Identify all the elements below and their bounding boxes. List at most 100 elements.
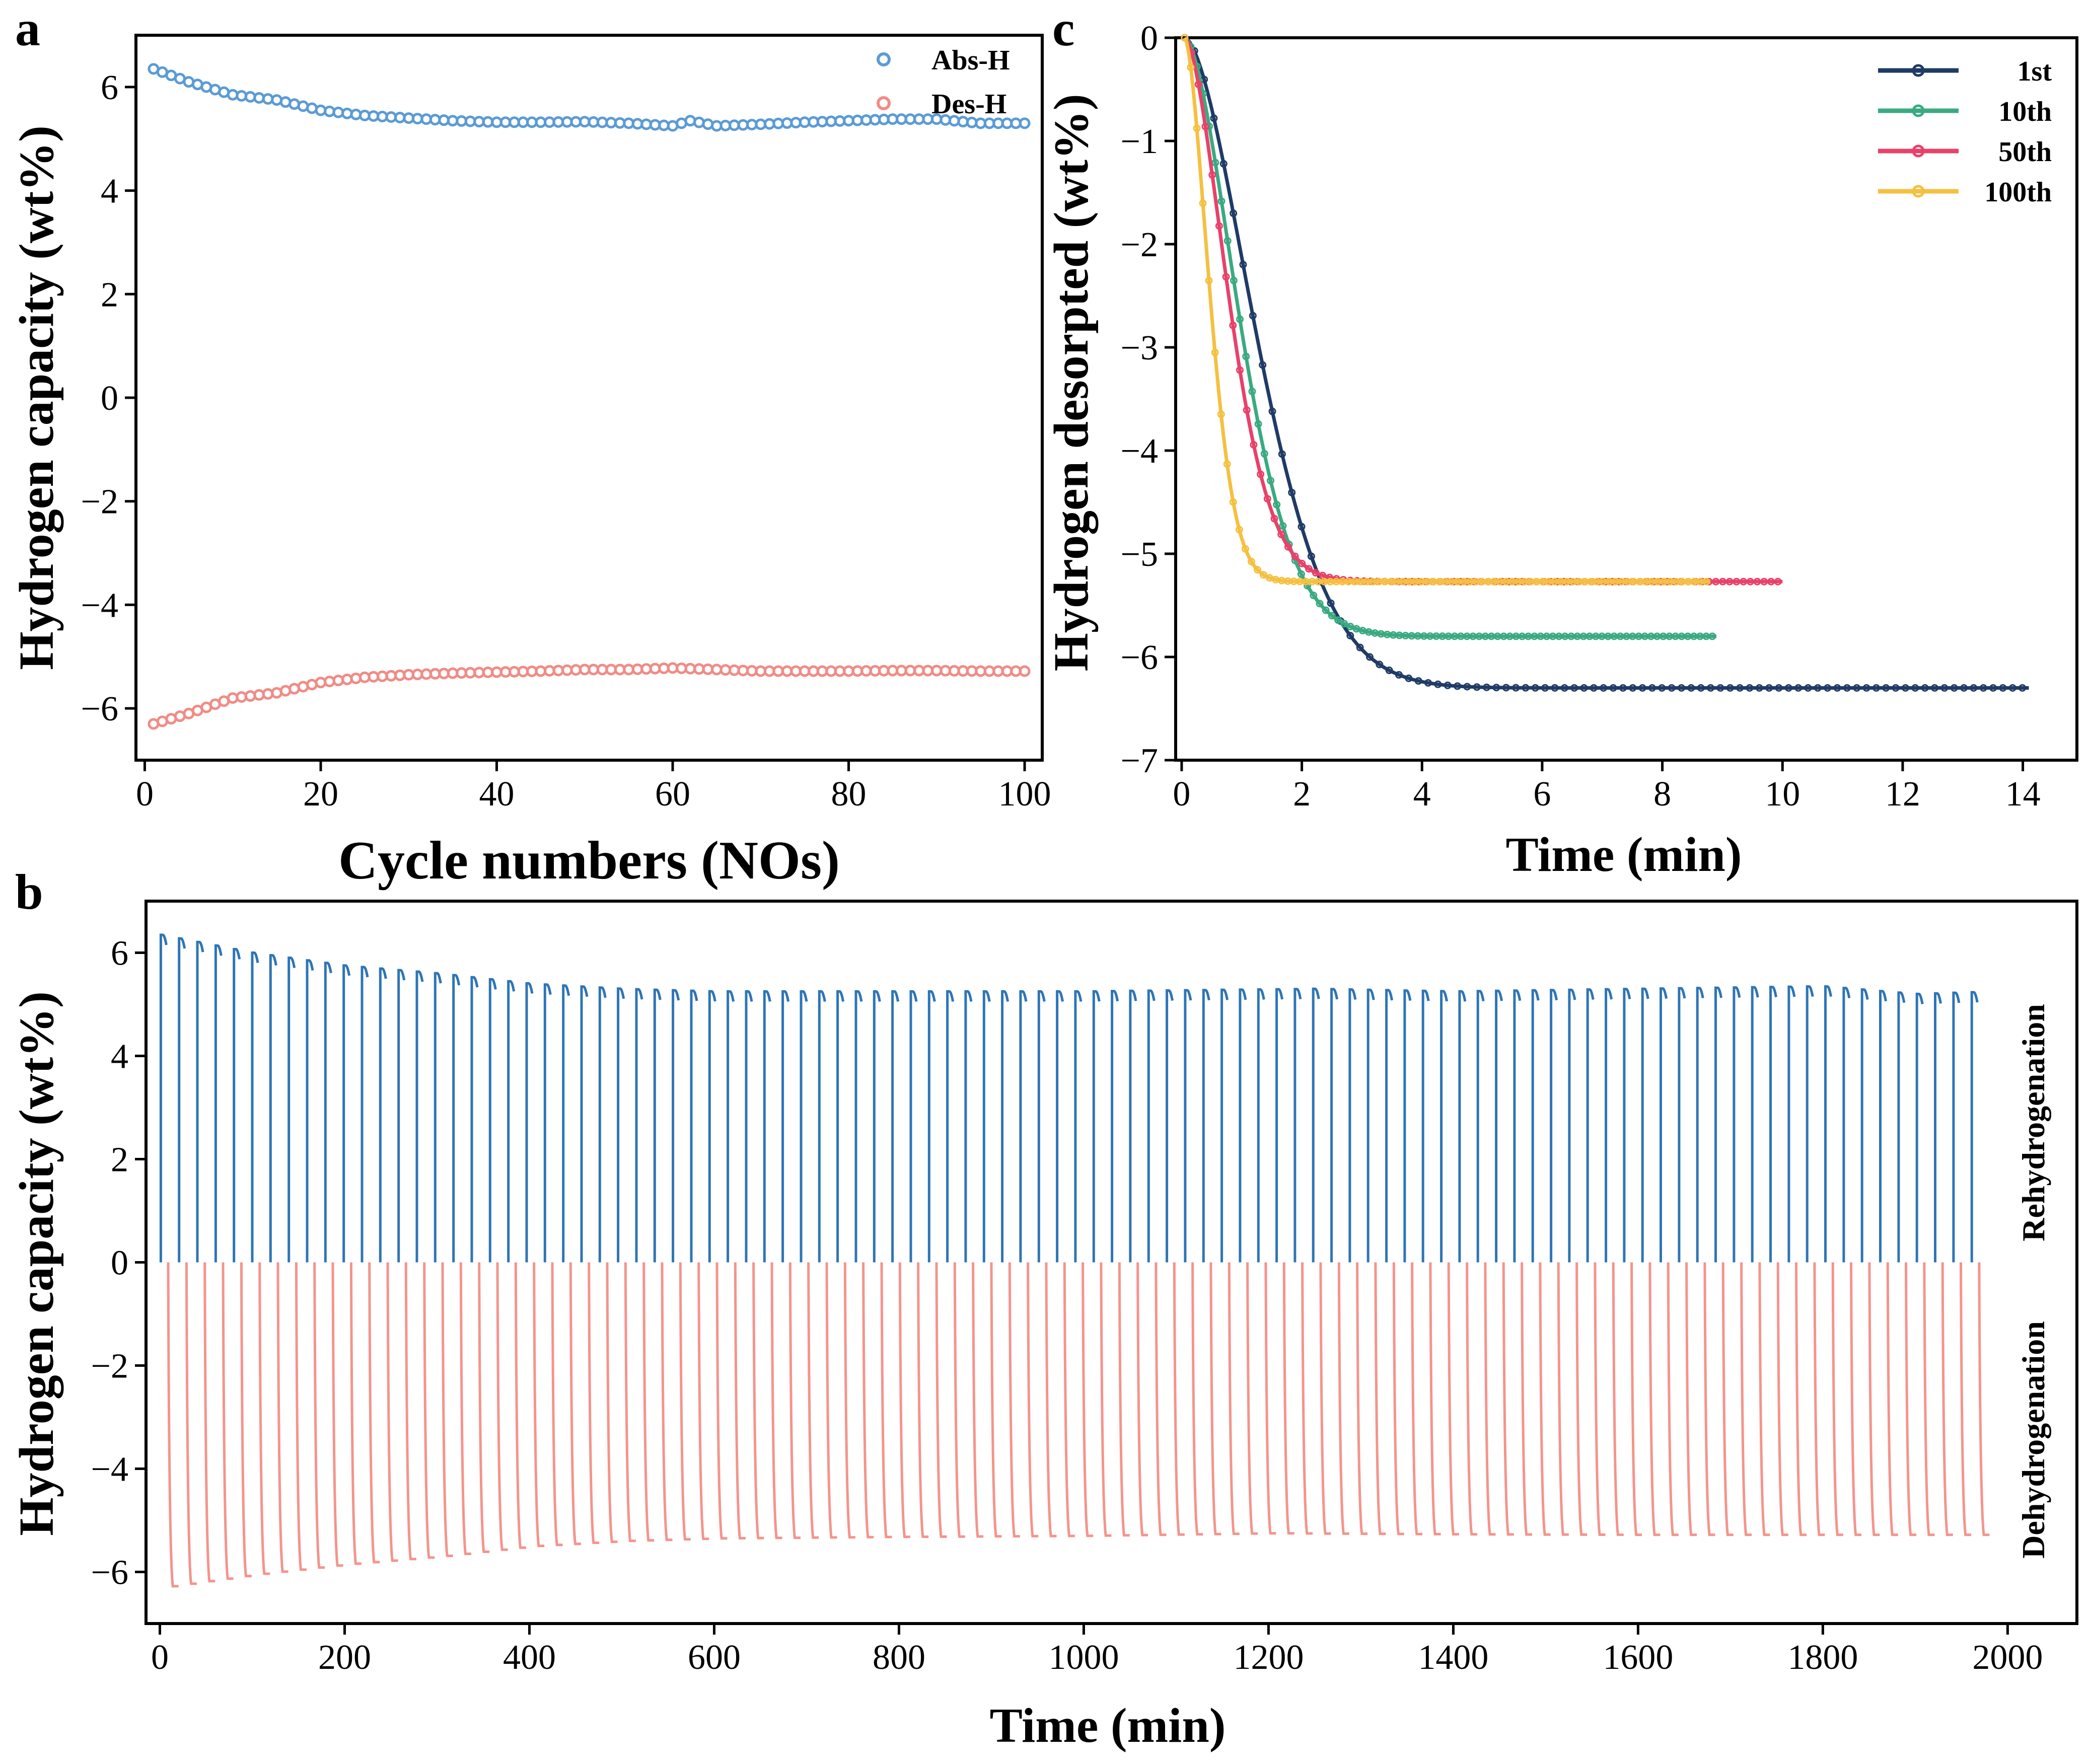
- series-100th-point: [1235, 526, 1243, 534]
- series-50th-point: [1277, 531, 1285, 539]
- series-10th-point: [1316, 600, 1324, 608]
- series-1st-point: [1707, 684, 1715, 692]
- series-1st-point: [1697, 684, 1705, 692]
- series-100th-point: [1253, 566, 1261, 574]
- panel-c-letter: c: [1052, 1, 1074, 56]
- legend-des-marker: [877, 96, 891, 110]
- panel-b-y-tick-label: 4: [111, 1038, 128, 1076]
- series-10th-point: [1254, 420, 1262, 428]
- series-1st-point: [1298, 523, 1306, 531]
- series-100th-point: [1260, 571, 1268, 579]
- series-1st-point: [1784, 684, 1792, 692]
- legend-50th-label: 50th: [1998, 136, 2052, 168]
- series-1st-point: [1278, 450, 1286, 458]
- series-1st-point: [1814, 684, 1822, 692]
- series-50th-point: [1760, 577, 1768, 585]
- series-10th-point: [1217, 197, 1226, 205]
- panel-a-plot-frame: [134, 34, 1044, 762]
- series-50th-point: [1712, 577, 1720, 585]
- series-1st-point: [1600, 684, 1608, 692]
- panel-c-y-tick-label: −5: [1121, 535, 1158, 574]
- panel-a-x-tick-label: 0: [136, 775, 154, 814]
- series-50th-point: [1305, 565, 1313, 573]
- series-50th-point: [1270, 514, 1278, 523]
- panel-a-y-tick-label: 6: [101, 68, 118, 107]
- series-1st-point: [1658, 684, 1666, 692]
- panel-b-y-tick-label: 0: [111, 1244, 128, 1283]
- panel-b-x-tick-label: 800: [873, 1638, 925, 1677]
- series-1st-point: [1765, 684, 1773, 692]
- panel-c-x-tick-label: 10: [1765, 775, 1800, 814]
- panel-c-x-tick-label: 8: [1653, 775, 1671, 814]
- panel-a-y-axis-title: Hydrogen capacity (wt%): [10, 125, 64, 670]
- panel-a-x-tick-label: 60: [655, 775, 690, 814]
- series-100th-point: [1211, 348, 1219, 356]
- panel-c-plot-frame: [1174, 36, 2078, 762]
- series-100th-point: [1229, 498, 1237, 506]
- series-1st-point: [1376, 660, 1384, 669]
- series-1st-point: [1434, 680, 1442, 688]
- series-1st-point: [1716, 684, 1724, 692]
- series-1st-point: [1219, 160, 1228, 168]
- series-1st-point: [1726, 684, 1734, 692]
- panel-a-y-tick-label: −2: [81, 483, 118, 522]
- panel-c-x-tick-label: 12: [1885, 775, 1920, 814]
- series-1st-point: [1492, 684, 1500, 692]
- series-1st-point: [1629, 684, 1637, 692]
- abs-h-point: [684, 115, 696, 127]
- panel-b-x-tick-label: 0: [151, 1638, 169, 1677]
- legend-50th-marker: [1912, 144, 1925, 158]
- series-1st-point: [1356, 643, 1364, 651]
- series-1st-point: [1609, 684, 1617, 692]
- series-10th-point: [1273, 500, 1281, 508]
- series-1st-point: [1619, 684, 1627, 692]
- panel-b-x-tick-label: 1600: [1603, 1638, 1673, 1677]
- series-1st-point: [1970, 684, 1978, 692]
- series-1st-point: [1259, 361, 1267, 369]
- series-1st-point: [1395, 671, 1403, 679]
- panel-a-y-tick-label: −4: [81, 586, 118, 625]
- series-10th-point: [1230, 276, 1238, 284]
- series-50th-point: [1284, 543, 1292, 551]
- panel-c-x-tick-label: 0: [1173, 775, 1190, 814]
- series-100th-point: [1187, 63, 1195, 71]
- series-10th-point: [1310, 592, 1318, 600]
- panel-a-y-tick-label: 4: [101, 172, 118, 211]
- dehydrogenation-line: [167, 1262, 1990, 1588]
- series-1st-point: [1531, 684, 1539, 692]
- series-1st-point: [1931, 684, 1939, 692]
- rehydrogenation-line: [159, 933, 1979, 1263]
- panel-c-y-tick-label: −4: [1121, 432, 1158, 471]
- series-100th-point: [1223, 460, 1231, 468]
- series-10th-point: [1248, 388, 1256, 396]
- series-1st-point: [1385, 667, 1393, 675]
- panel-c-y-tick-label: −7: [1121, 742, 1158, 780]
- series-10th-point: [1708, 632, 1716, 640]
- panel-b-y-axis-title: Hydrogen capacity (wt%): [10, 991, 64, 1536]
- series-1st-point: [1950, 684, 1958, 692]
- panel-b-x-tick-label: 200: [318, 1638, 371, 1677]
- series-1st-point: [1522, 684, 1530, 692]
- panel-b-x-tick-label: 1400: [1418, 1638, 1488, 1677]
- series-10th-point: [1260, 450, 1268, 458]
- series-1st-point: [1794, 684, 1803, 692]
- panel-c-y-tick-label: 0: [1140, 19, 1158, 58]
- panel-b-x-tick-label: 1200: [1233, 1638, 1304, 1677]
- series-50th-point: [1215, 222, 1223, 230]
- panel-c-x-tick-label: 6: [1533, 775, 1551, 814]
- series-10th-point: [1322, 606, 1330, 614]
- panel-c-y-tick-label: −6: [1121, 638, 1158, 677]
- series-1st-point: [1541, 684, 1549, 692]
- series-1st-point: [1755, 684, 1763, 692]
- series-1st-point: [1307, 552, 1315, 560]
- panel-b-x-tick-label: 2000: [1972, 1638, 2043, 1677]
- legend-des-label: Des-H: [931, 89, 1006, 120]
- series-1st-point: [1736, 684, 1744, 692]
- series-50th-point: [1222, 273, 1230, 281]
- series-50th-point: [1312, 569, 1320, 577]
- series-1st-point: [1414, 677, 1422, 685]
- series-10th-point: [1328, 612, 1336, 620]
- legend-abs-label: Abs-H: [931, 45, 1010, 76]
- series-50th-point: [1740, 577, 1748, 585]
- series-100th-point: [1199, 199, 1207, 207]
